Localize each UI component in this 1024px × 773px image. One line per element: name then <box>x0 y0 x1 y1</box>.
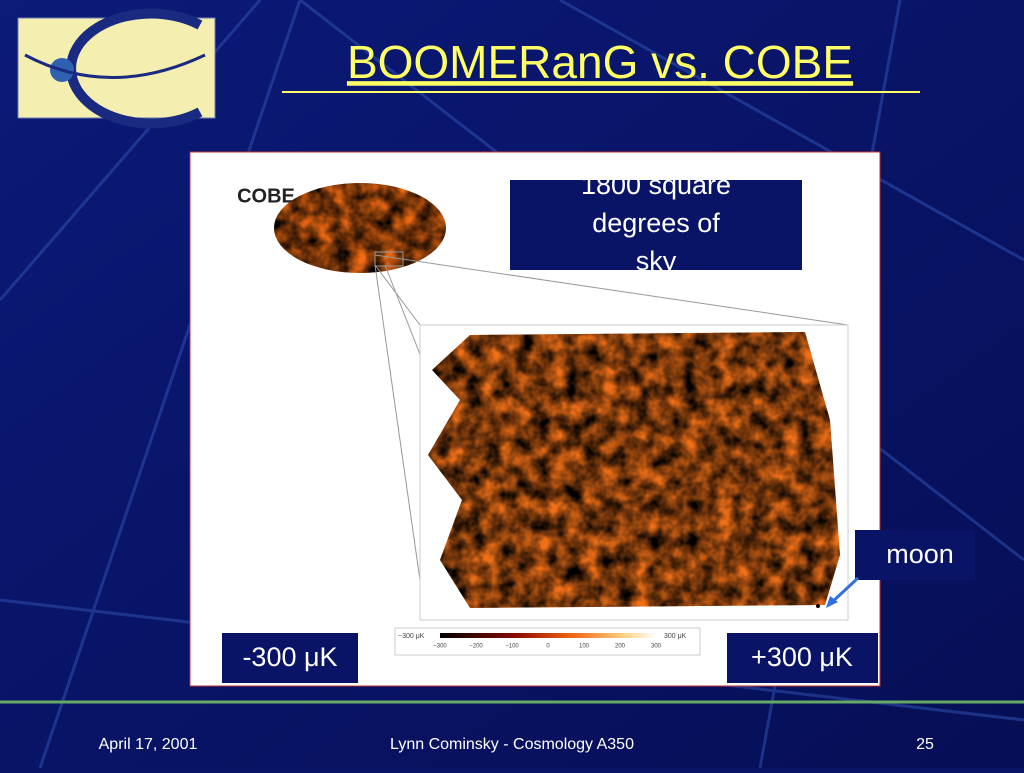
cobe-label: COBE <box>237 185 295 207</box>
area-label: 1800 square degrees of sky <box>581 170 731 276</box>
footer-page: 25 <box>916 736 934 753</box>
colorbar-tick: 300 <box>651 644 662 650</box>
colorbar-tick: −300 <box>433 644 447 650</box>
footer-date: April 17, 2001 <box>99 736 198 753</box>
colorbar-frame <box>394 627 701 656</box>
colorbar-tick: 200 <box>615 644 626 650</box>
colorbar-tick: 100 <box>579 644 590 650</box>
colorbar-min: −300 μK <box>398 633 425 640</box>
min-label: -300 μK <box>242 642 337 672</box>
moon-label: moon <box>886 539 954 569</box>
moon-arrowhead <box>826 596 838 608</box>
logo <box>17 8 216 129</box>
colorbar-tick: −100 <box>505 644 519 650</box>
boomerang-map-texture <box>428 332 840 608</box>
moon-dot <box>816 604 820 608</box>
colorbar <box>440 633 656 638</box>
footer-author: Lynn Cominsky - Cosmology A350 <box>390 736 634 753</box>
colorbar-max: 300 μK <box>664 633 687 640</box>
min-box <box>222 633 358 683</box>
max-label: +300 μK <box>751 642 853 672</box>
max-box <box>727 633 878 683</box>
area-box <box>510 180 802 270</box>
colorbar-tick: −200 <box>469 644 483 650</box>
slide-title: BOOMERanG vs. COBE <box>347 36 853 88</box>
colorbar-tick: 0 <box>546 644 550 650</box>
cobe-map-texture <box>274 183 446 273</box>
moon-box <box>855 530 975 580</box>
